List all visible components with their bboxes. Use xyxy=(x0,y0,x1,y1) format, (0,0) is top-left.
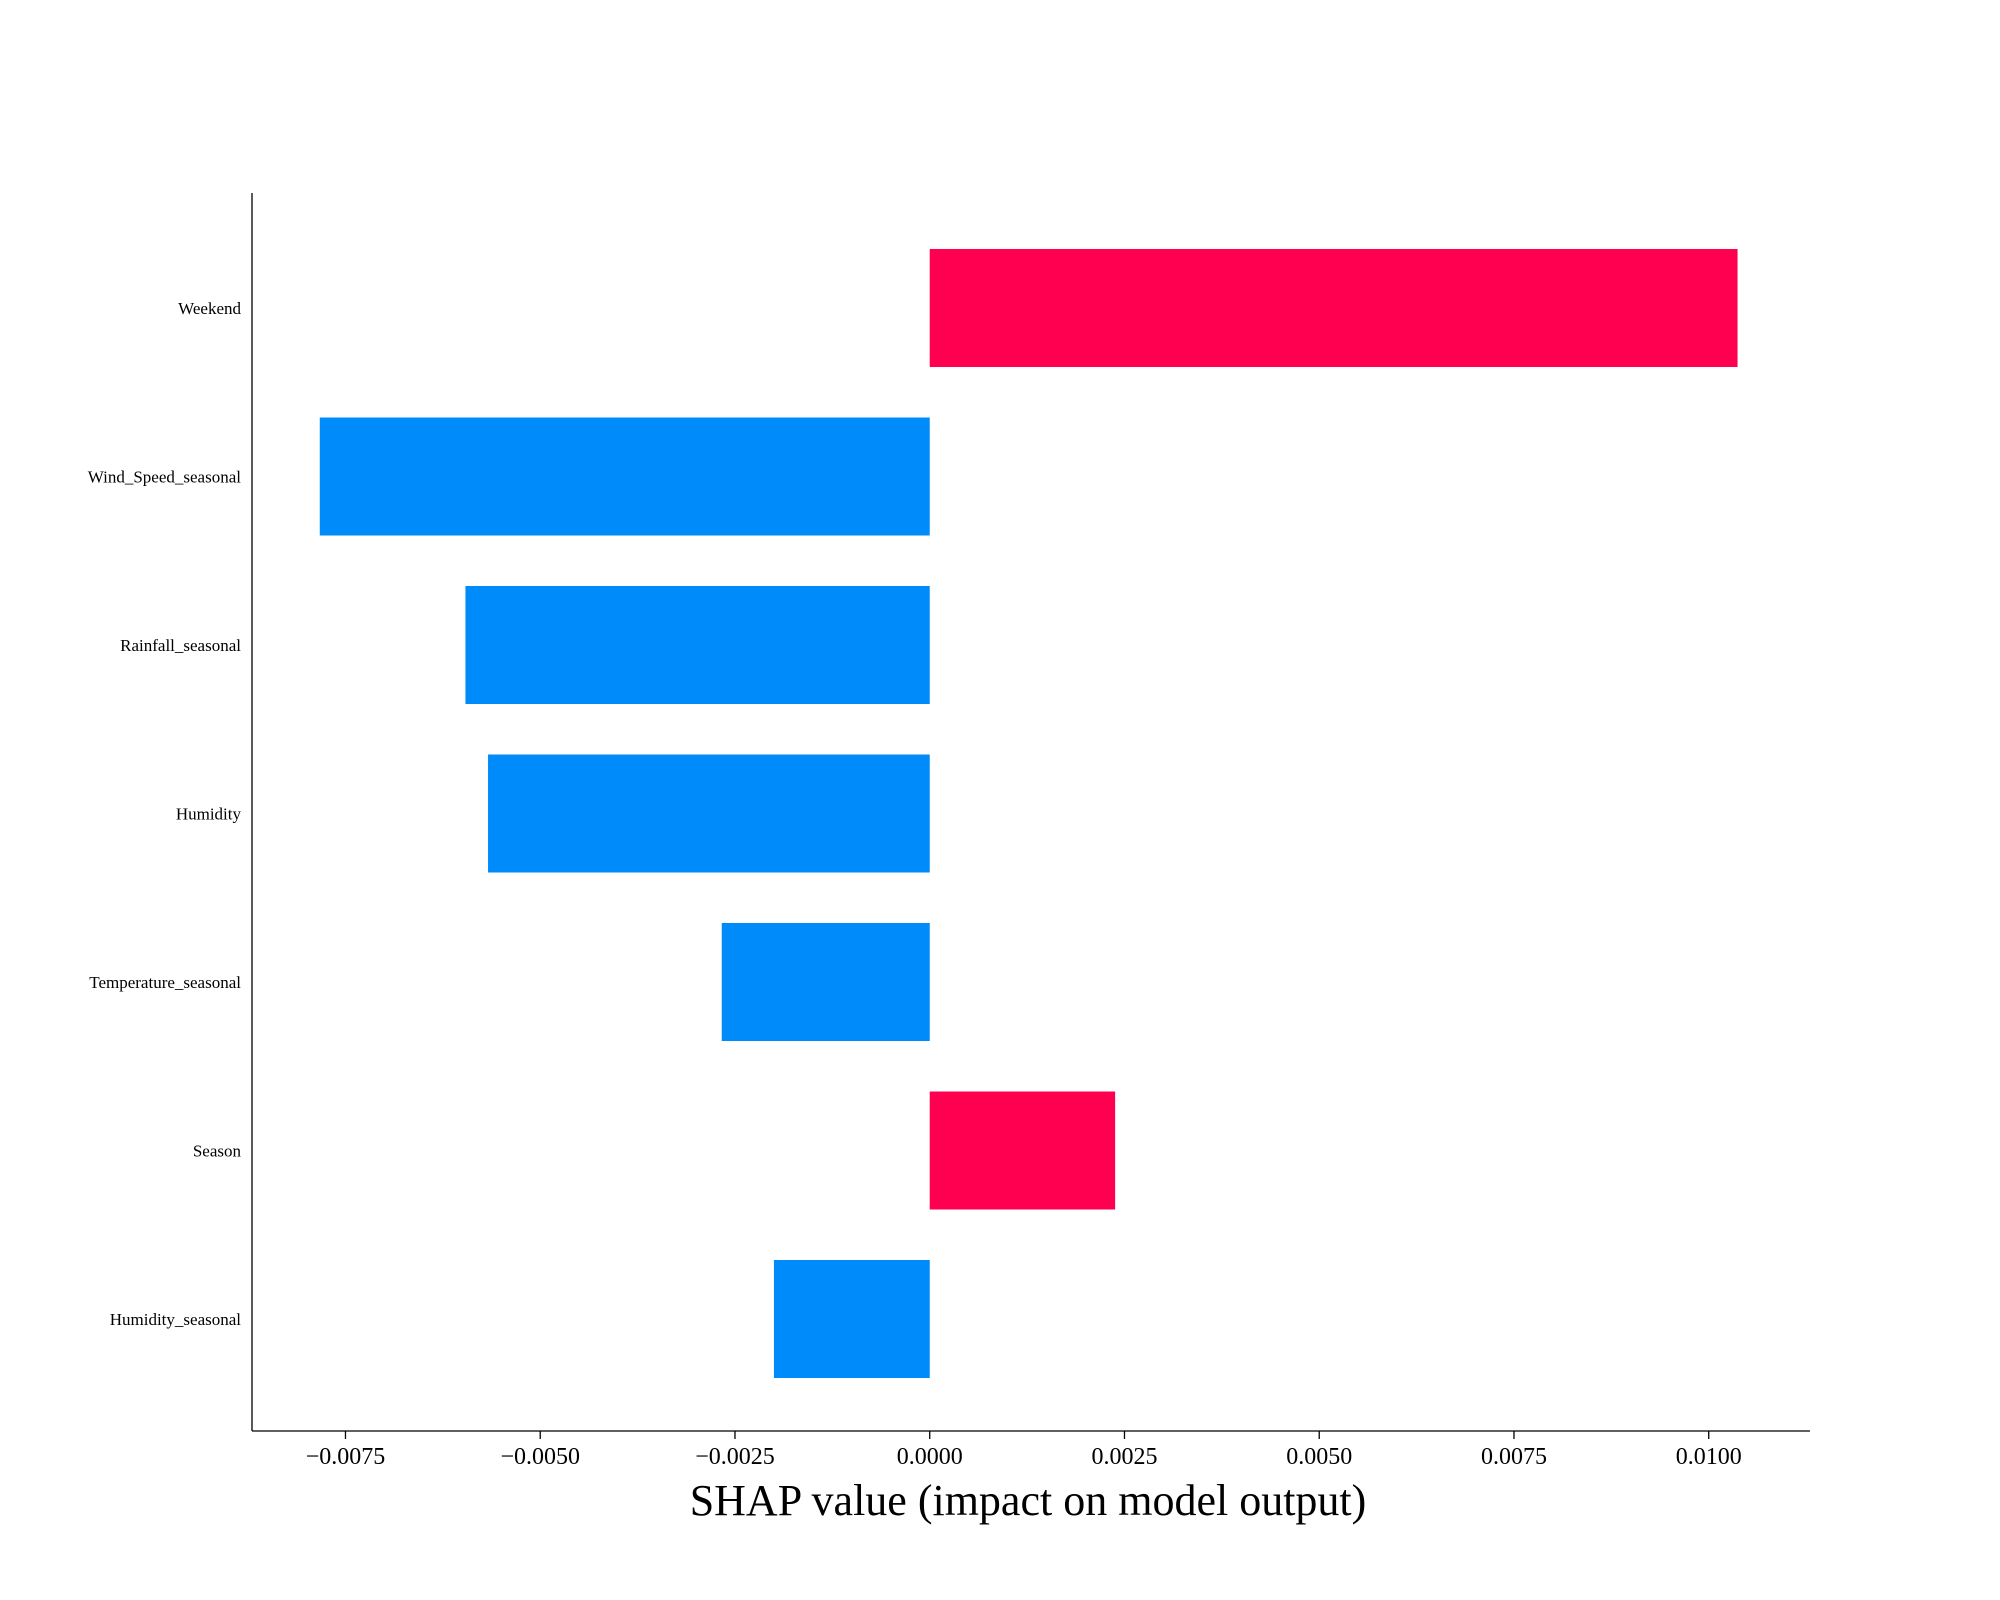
bar-humidity-seasonal xyxy=(773,1260,930,1378)
x-tick-label: −0.0050 xyxy=(500,1444,580,1470)
bar-temperature-seasonal xyxy=(721,923,930,1041)
category-label-temperature-seasonal: Temperature_seasonal xyxy=(89,973,241,992)
bar-weekend xyxy=(929,249,1738,367)
x-tick-label: −0.0075 xyxy=(306,1444,386,1470)
category-label-weekend: Weekend xyxy=(178,299,241,318)
category-label-humidity-seasonal: Humidity_seasonal xyxy=(110,1310,242,1329)
x-axis-title: SHAP value (impact on model output) xyxy=(690,1476,1367,1525)
x-tick-label: 0.0075 xyxy=(1481,1444,1547,1470)
category-label-season: Season xyxy=(193,1142,242,1161)
x-tick-label: 0.0000 xyxy=(897,1444,963,1470)
bars-group xyxy=(319,249,1738,1378)
x-tick-label: 0.0100 xyxy=(1676,1444,1742,1470)
category-label-rainfall-seasonal: Rainfall_seasonal xyxy=(120,636,241,655)
bar-rainfall-seasonal xyxy=(465,586,930,704)
category-label-humidity: Humidity xyxy=(176,805,242,824)
x-tick-label: −0.0025 xyxy=(695,1444,775,1470)
bar-season xyxy=(929,1091,1116,1210)
category-label-wind-speed-seasonal: Wind_Speed_seasonal xyxy=(88,468,242,487)
bar-humidity xyxy=(488,754,930,873)
x-tick-label: 0.0050 xyxy=(1286,1444,1352,1470)
x-tick-label: 0.0025 xyxy=(1091,1444,1157,1470)
bar-wind-speed-seasonal xyxy=(319,417,930,536)
y-axis-category-labels: Weekend Wind_Speed_seasonal Rainfall_seaso… xyxy=(88,299,242,1329)
x-axis-ticks: −0.0075 −0.0050 −0.0025 0.0000 0.0025 0.0050 0… xyxy=(306,1431,1742,1470)
